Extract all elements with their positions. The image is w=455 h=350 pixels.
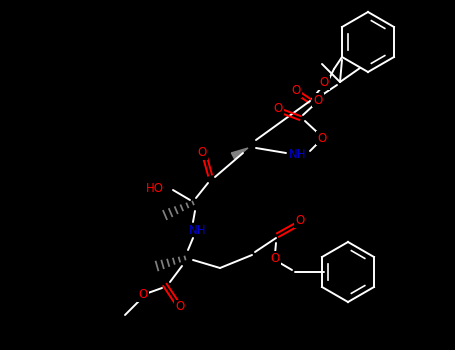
Text: NH: NH [189, 224, 207, 237]
Text: O: O [175, 301, 185, 314]
Text: O: O [291, 84, 301, 98]
Polygon shape [231, 148, 248, 159]
Text: NH: NH [289, 148, 307, 161]
Text: O: O [273, 102, 283, 114]
Text: HO: HO [146, 182, 164, 195]
Text: O: O [313, 93, 323, 106]
Text: O: O [270, 252, 280, 265]
Text: O: O [318, 132, 327, 145]
Text: O: O [295, 215, 305, 228]
Text: O: O [197, 147, 207, 160]
Text: O: O [319, 77, 329, 90]
Text: O: O [138, 288, 147, 301]
